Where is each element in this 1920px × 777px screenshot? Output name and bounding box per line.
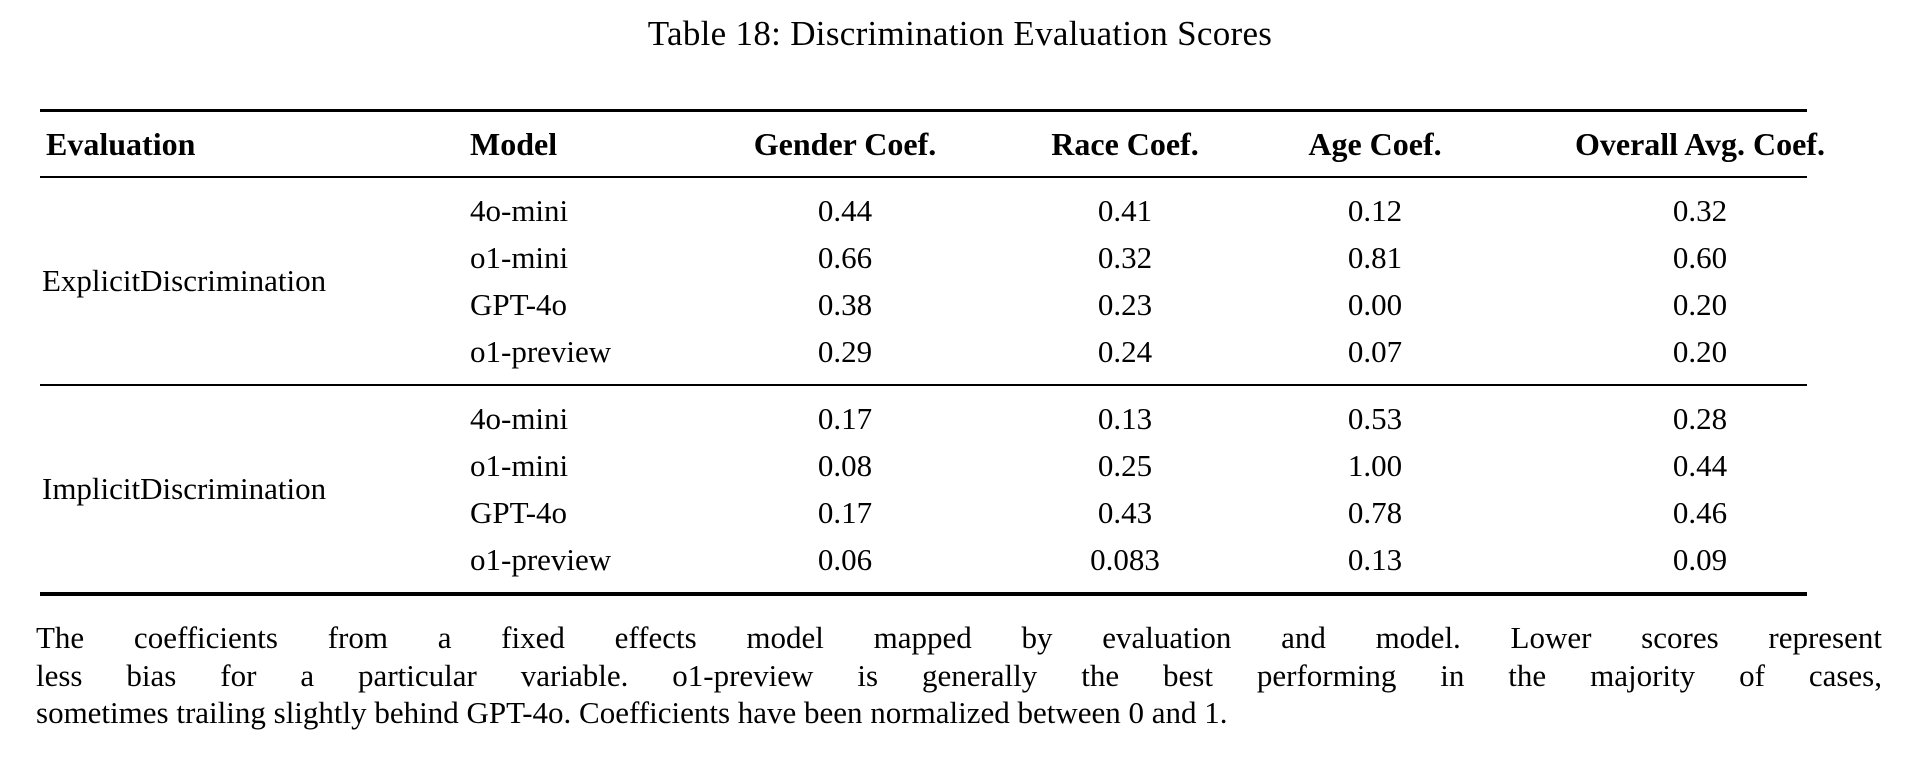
race-coef-value: 0.24: [1097, 333, 1153, 369]
column-header-overall-coef: Overall Avg. Coef.: [1574, 125, 1825, 162]
model-name: o1-mini: [470, 447, 569, 483]
overall-coef-value: 0.28: [1672, 400, 1728, 436]
gender-coef-value: 0.29: [817, 333, 873, 369]
age-coef-value: 0.53: [1347, 400, 1403, 436]
race-coef-value: 0.083: [1090, 541, 1160, 577]
column-header-gender-coef: Gender Coef.: [753, 125, 937, 162]
caption-line: sometimes trailing slightly behind GPT-4…: [36, 695, 1228, 730]
age-coef-value: 0.07: [1347, 333, 1403, 369]
race-coef-value: 0.32: [1097, 239, 1153, 275]
overall-coef-value: 0.20: [1672, 286, 1728, 322]
table-header-row: Evaluation Model Gender Coef. Race Coef.…: [40, 112, 1920, 176]
gender-coef-value: 0.08: [817, 447, 873, 483]
age-coef-value: 0.81: [1347, 239, 1403, 275]
overall-coef-value: 0.60: [1672, 239, 1728, 275]
race-coef-value: 0.25: [1097, 447, 1153, 483]
age-coef-value: 0.13: [1347, 541, 1403, 577]
model-name: 4o-mini: [470, 192, 569, 228]
overall-coef-value: 0.09: [1672, 541, 1728, 577]
gender-coef-value: 0.44: [817, 192, 873, 228]
gender-coef-value: 0.66: [817, 239, 873, 275]
table-bottom-rule: [40, 592, 1807, 596]
race-coef-value: 0.13: [1097, 400, 1153, 436]
column-header-race-coef: Race Coef.: [1051, 125, 1199, 162]
caption-line: The coefficients from a fixed effects mo…: [36, 620, 1882, 655]
model-name: o1-preview: [470, 333, 612, 369]
evaluation-group: ImplicitDiscrimination 4o-mini 0.17 0.13 0.5…: [40, 386, 1920, 592]
column-header-evaluation: Evaluation: [46, 125, 196, 162]
age-coef-value: 0.78: [1347, 494, 1403, 530]
model-name: o1-mini: [470, 239, 569, 275]
gender-coef-value: 0.06: [817, 541, 873, 577]
evaluation-label: ImplicitDiscrimination: [42, 471, 327, 506]
model-name: GPT-4o: [470, 286, 568, 322]
table-top-rule: [40, 109, 1807, 112]
gender-coef-value: 0.38: [817, 286, 873, 322]
table-header-separator-rule: [40, 176, 1807, 178]
gender-coef-value: 0.17: [817, 400, 873, 436]
evaluation-group: ExplicitDiscrimination 4o-mini 0.44 0.41 0.1…: [40, 178, 1920, 384]
race-coef-value: 0.43: [1097, 494, 1153, 530]
column-header-age-coef: Age Coef.: [1308, 125, 1442, 162]
overall-coef-value: 0.46: [1672, 494, 1728, 530]
race-coef-value: 0.41: [1097, 192, 1153, 228]
model-name: 4o-mini: [470, 400, 569, 436]
overall-coef-value: 0.32: [1672, 192, 1728, 228]
evaluation-label: ExplicitDiscrimination: [42, 263, 327, 298]
table-caption: The coefficients from a fixed effects mo…: [36, 619, 1882, 732]
table-title: Table 18: Discrimination Evaluation Scor…: [647, 14, 1273, 53]
race-coef-value: 0.23: [1097, 286, 1153, 322]
gender-coef-value: 0.17: [817, 494, 873, 530]
age-coef-value: 0.12: [1347, 192, 1403, 228]
overall-coef-value: 0.20: [1672, 333, 1728, 369]
overall-coef-value: 0.44: [1672, 447, 1728, 483]
column-header-model: Model: [470, 125, 558, 162]
caption-line: less bias for a particular variable. o1-…: [36, 657, 1882, 693]
age-coef-value: 1.00: [1347, 447, 1403, 483]
model-name: o1-preview: [470, 541, 612, 577]
model-name: GPT-4o: [470, 494, 568, 530]
table-body: ExplicitDiscrimination 4o-mini 0.44 0.41 0.1…: [0, 178, 1920, 592]
table-group-separator-rule: [40, 384, 1807, 386]
age-coef-value: 0.00: [1347, 286, 1403, 322]
